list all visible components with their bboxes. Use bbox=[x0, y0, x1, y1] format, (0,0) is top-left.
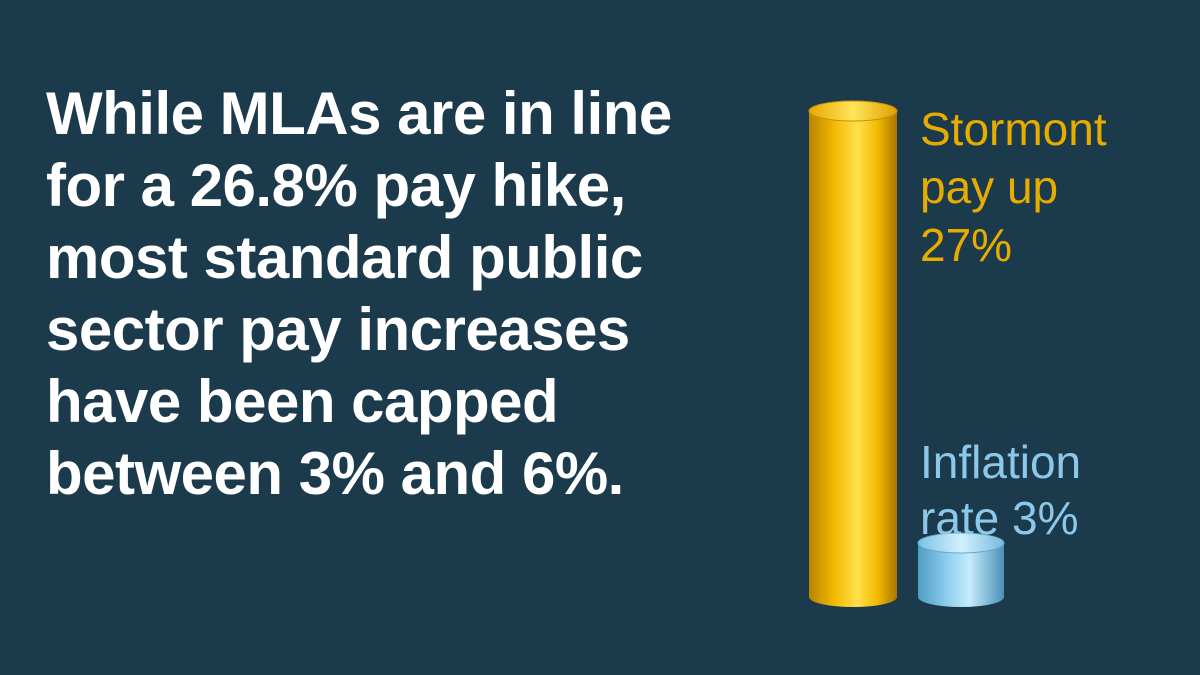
inflation-cylinder bbox=[917, 532, 1005, 607]
stormont-label-line: Stormont bbox=[920, 103, 1107, 155]
headline: While MLAs are in line for a 26.8% pay h… bbox=[46, 78, 806, 510]
headline-line: most standard public bbox=[46, 224, 643, 291]
headline-line: While MLAs are in line bbox=[46, 80, 672, 147]
headline-line: between 3% and 6%. bbox=[46, 440, 624, 507]
headline-line: sector pay increases bbox=[46, 296, 630, 363]
stormont-cylinder bbox=[808, 100, 898, 607]
stormont-label-line: pay up bbox=[920, 161, 1058, 213]
stormont-label-line: 27% bbox=[920, 219, 1012, 271]
headline-line: for a 26.8% pay hike, bbox=[46, 152, 626, 219]
inflation-label-line: rate 3% bbox=[920, 492, 1079, 544]
inflation-label-line: Inflation bbox=[920, 436, 1081, 488]
headline-line: have been capped bbox=[46, 368, 559, 435]
